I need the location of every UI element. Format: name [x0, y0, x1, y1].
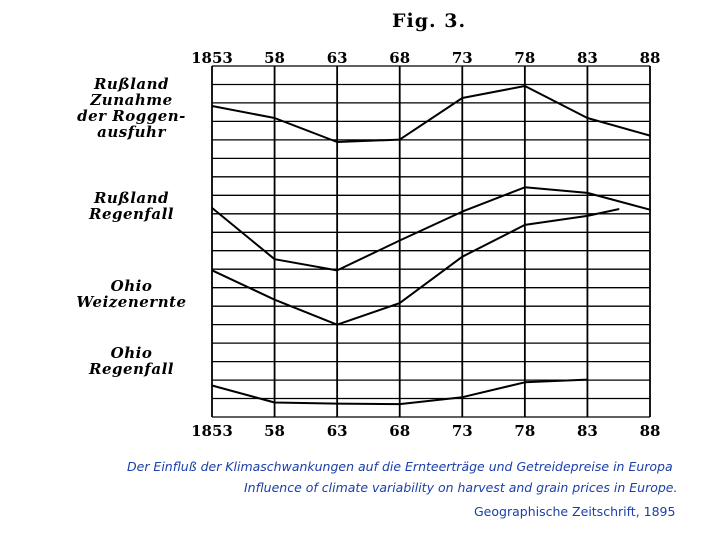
data-point — [211, 105, 213, 107]
series-line-2 — [211, 186, 651, 272]
data-point — [273, 298, 276, 301]
series-line-1 — [211, 85, 651, 143]
data-point — [398, 403, 401, 405]
x-tick-label-bottom: 68 — [389, 422, 410, 440]
x-tick-label-bottom: 58 — [264, 422, 285, 440]
data-point — [524, 224, 526, 226]
x-tick-label-top: 73 — [452, 49, 473, 67]
series-line-3 — [211, 208, 619, 326]
data-point — [586, 378, 589, 381]
caption-english: Influence of climate variability on harv… — [244, 480, 678, 495]
data-point — [524, 381, 526, 384]
data-point — [461, 97, 464, 99]
data-point — [524, 186, 526, 189]
data-point — [649, 134, 651, 137]
data-point — [586, 192, 589, 194]
x-tick-label-bottom: 73 — [452, 422, 473, 440]
data-point — [336, 141, 338, 143]
data-point — [398, 138, 401, 141]
series-label-4: Ohio Regenfall — [54, 345, 209, 377]
data-point — [461, 396, 464, 399]
x-tick-label-top: 1853 — [191, 49, 233, 67]
x-tick-label-top: 83 — [577, 49, 598, 67]
series-label-2: Rußland Regenfall — [54, 190, 209, 222]
data-point — [461, 210, 464, 213]
series-label-line: Weizenernte — [76, 293, 187, 311]
data-point — [617, 208, 620, 210]
x-tick-label-bottom: 1853 — [191, 422, 233, 440]
series-label-line: der Roggen- — [77, 107, 186, 125]
x-tick-label-top: 58 — [264, 49, 285, 67]
data-point — [336, 402, 338, 405]
x-tick-label-top: 88 — [640, 49, 661, 67]
series-label-line: Ohio — [110, 277, 153, 295]
data-point — [336, 323, 338, 326]
series-label-line: ausfuhr — [97, 123, 166, 141]
x-tick-label-bottom: 63 — [327, 422, 348, 440]
series-label-line: Regenfall — [88, 360, 174, 378]
caption-source: Geographische Zeitschrift, 1895 — [474, 504, 676, 519]
data-point — [211, 269, 213, 272]
data-point — [273, 258, 276, 261]
x-tick-label-bottom: 88 — [640, 422, 661, 440]
x-tick-label-bottom: 78 — [514, 422, 535, 440]
data-point — [586, 215, 589, 217]
series-label-1: Rußland Zunahme der Roggen-ausfuhr — [54, 76, 209, 140]
data-point — [398, 239, 401, 242]
series-label-3: Ohio Weizenernte — [54, 278, 209, 310]
caption-german: Der Einfluß der Klimaschwankungen auf di… — [127, 459, 673, 474]
series-label-line: Ohio — [110, 344, 153, 362]
data-point — [398, 302, 401, 304]
x-tick-label-top: 63 — [327, 49, 348, 67]
data-point — [211, 384, 213, 387]
data-point — [273, 117, 276, 119]
series-label-line: Zunahme — [90, 91, 173, 109]
chart-title: Fig. 3. — [392, 10, 467, 32]
data-point — [336, 269, 338, 272]
data-point — [586, 117, 589, 119]
series-label-line: Rußland — [93, 75, 170, 93]
data-point — [461, 255, 464, 258]
data-point — [524, 85, 526, 87]
series-label-line: Regenfall — [88, 205, 174, 223]
data-point — [273, 401, 276, 404]
series-label-line: Rußland — [93, 189, 170, 207]
data-point — [211, 207, 213, 209]
data-point — [649, 208, 651, 211]
x-tick-label-bottom: 83 — [577, 422, 598, 440]
x-tick-label-top: 78 — [514, 49, 535, 67]
x-tick-label-top: 68 — [389, 49, 410, 67]
